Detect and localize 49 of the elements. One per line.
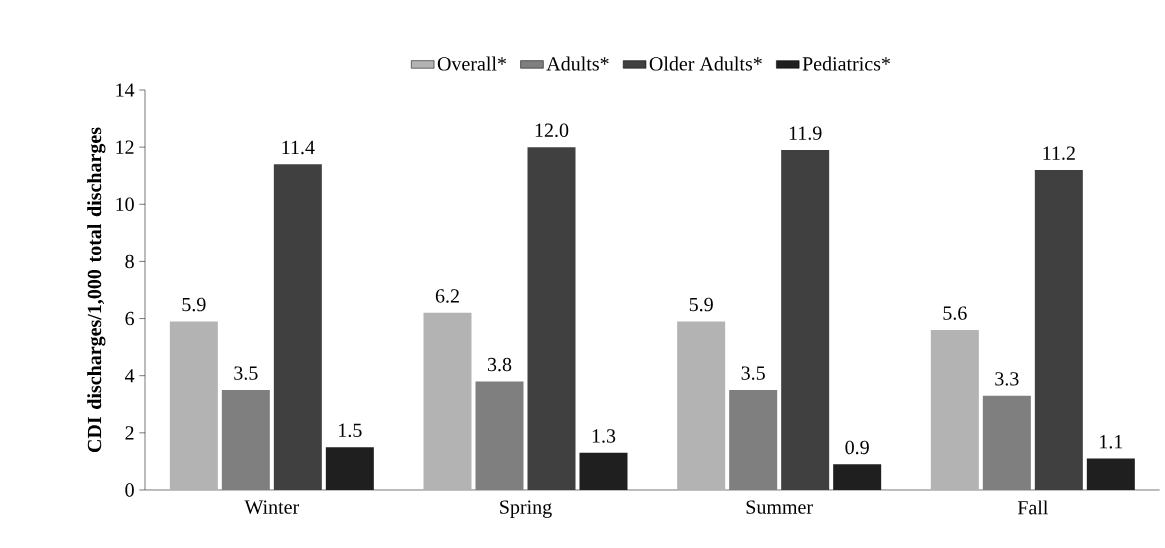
- bar: [1086, 458, 1135, 490]
- x-tick-label: Summer: [746, 500, 813, 514]
- y-tick-label: 8: [125, 254, 134, 269]
- legend-label: Pediatrics*: [802, 56, 890, 71]
- y-tick-label: 12: [116, 140, 134, 154]
- bar: [833, 464, 882, 490]
- data-label: 5.9: [182, 297, 206, 312]
- data-label: 1.5: [339, 423, 362, 438]
- y-tick-label: 2: [125, 426, 134, 440]
- legend-label: Adults*: [546, 56, 609, 71]
- bar: [677, 321, 726, 490]
- data-label: 1.3: [592, 429, 616, 443]
- data-label: 11.2: [1043, 146, 1075, 160]
- y-tick-label: 4: [125, 369, 135, 383]
- bar: [273, 164, 322, 490]
- data-label: 12.0: [535, 123, 569, 138]
- data-label: 11.9: [789, 126, 822, 140]
- bar: [781, 149, 830, 490]
- x-tick-label: Spring: [500, 500, 552, 518]
- y-axis-title: CDI discharges/1,000 total discharges: [87, 127, 106, 453]
- bar: [729, 389, 778, 490]
- data-label: 3.5: [234, 366, 258, 380]
- legend-label: Overall*: [437, 56, 507, 71]
- bar: [1034, 169, 1083, 490]
- bar: [527, 147, 576, 490]
- data-label: 3.3: [995, 372, 1019, 386]
- data-label: 1.1: [1100, 435, 1123, 449]
- bar: [475, 381, 524, 490]
- data-label: 0.9: [845, 440, 869, 455]
- data-label: 3.5: [741, 366, 765, 380]
- y-tick-label: 14: [116, 83, 135, 97]
- x-tick-label: Winter: [244, 500, 300, 514]
- data-label: 5.6: [943, 306, 967, 320]
- bar: [930, 329, 979, 490]
- data-label: 11.4: [282, 140, 315, 155]
- bar: [325, 447, 374, 490]
- y-tick-label: 10: [116, 197, 134, 212]
- y-tick-label: 0: [125, 483, 134, 497]
- data-label: 6.2: [435, 289, 459, 303]
- data-label: 3.8: [487, 357, 512, 372]
- x-tick-label: Fall: [1017, 500, 1048, 515]
- bar: [169, 321, 218, 490]
- y-tick-label: 6: [125, 311, 135, 326]
- data-label: 5.9: [689, 297, 713, 312]
- legend-label: Older Adults*: [649, 56, 762, 71]
- bar: [982, 395, 1031, 490]
- bar: [423, 312, 472, 490]
- bar: [221, 389, 270, 490]
- bar: [579, 452, 628, 490]
